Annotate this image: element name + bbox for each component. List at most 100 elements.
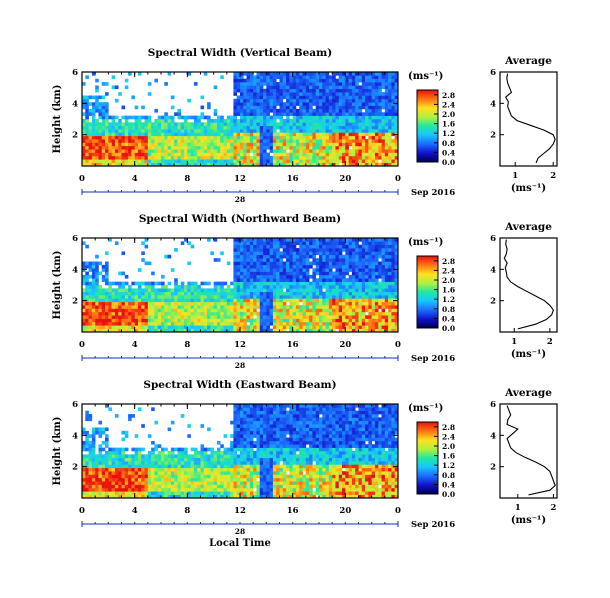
heatmap-cell [118,491,122,495]
heatmap-cell [345,308,349,313]
heatmap-cell [315,248,320,252]
heatmap-cell [111,305,116,309]
heatmap-cell [243,95,247,100]
heatmap-cell [85,125,89,130]
heatmap-cell [289,268,293,272]
heatmap-cell [114,414,119,418]
heatmap-cell [328,295,333,299]
heatmap-cell [111,75,116,80]
heatmap-cell [361,142,366,147]
heatmap-cell [144,474,149,479]
heatmap-cell [299,142,303,147]
heatmap-cell [312,244,317,249]
heatmap-cell [216,291,221,296]
heatmap-cell [309,82,313,86]
heatmap-cell [137,281,142,286]
heatmap-cell [157,129,162,133]
heatmap-cell [381,102,386,106]
heatmap-cell [216,139,221,143]
heatmap-cell [240,72,244,76]
heatmap-cell [374,149,379,153]
heatmap-cell [167,454,172,459]
heatmap-cell [128,72,132,76]
heatmap-cell [295,318,300,323]
heatmap-cell [137,325,142,329]
heatmap-cell [180,125,185,130]
heatmap-cell [134,451,139,455]
heatmap-cell [342,291,346,296]
heatmap-cell [233,308,238,313]
heatmap-cell [292,325,297,329]
heatmap-cell [391,78,396,83]
heatmap-cell [358,142,363,147]
heatmap-cell [286,112,290,116]
heatmap-cell [394,139,399,143]
heatmap-cell [371,285,376,289]
heatmap-cell [365,155,369,160]
heatmap-cell [256,321,261,326]
heatmap-cell [381,135,386,140]
heatmap-cell [374,75,379,80]
heatmap-cell [131,318,135,323]
heatmap-cell [108,159,112,163]
heatmap-cell [187,241,191,246]
heatmap-cell [276,135,280,140]
heatmap-cell [134,129,139,133]
heatmap-cell [368,92,372,96]
heatmap-cell [233,278,238,282]
heatmap-cell [365,305,369,309]
heatmap-cell [101,82,106,86]
heatmap-cell [378,325,382,329]
heatmap-cell [391,129,396,133]
heatmap-cell [335,102,340,106]
heatmap-cell [105,142,109,147]
heatmap-cell [157,291,162,296]
heatmap-cell [114,461,119,465]
heatmap-cell [263,112,267,116]
heatmap-cell [85,440,89,445]
heatmap-cell [233,112,238,116]
heatmap-cell [220,132,224,137]
heatmap-cell [345,122,349,127]
heatmap-cell [147,145,152,150]
heatmap-cell [391,122,396,127]
heatmap-cell [322,278,326,282]
heatmap-cell [137,407,142,412]
heatmap-cell [312,108,317,113]
heatmap-cell [374,119,379,123]
heatmap-cell [371,98,376,103]
heatmap-cell [365,301,369,306]
heatmap-cell [246,268,251,272]
heatmap-cell [368,108,372,113]
heatmap-cell [121,311,126,316]
heatmap-cell [263,98,267,103]
heatmap-cell [322,321,326,326]
heatmap-cell [269,254,274,259]
heatmap-cell [322,78,326,83]
heatmap-cell [289,119,293,123]
heatmap-cells [82,404,399,499]
heatmap-cell [85,285,89,289]
heatmap-cell [289,281,293,286]
heatmap-cell [263,268,267,272]
heatmap-cell [378,139,382,143]
heatmap-cell [312,298,317,303]
heatmap-cell [272,129,277,133]
heatmap-cell [348,315,353,319]
heatmap-cell [118,457,122,462]
heatmap-cell [118,295,122,299]
heatmap-cell [213,295,218,299]
heatmap-cell [378,112,382,116]
heatmap-cell [144,142,149,147]
heatmap-cell [338,305,343,309]
heatmap-cell [137,451,142,455]
heatmap-cell [137,494,142,499]
heatmap-cell [351,278,356,282]
heatmap-cell [312,261,317,266]
heatmap-cell [184,295,188,299]
heatmap-cell [394,271,399,276]
heatmap-cell [319,315,323,319]
heatmap-cell [108,451,112,455]
heatmap-cell [128,311,132,316]
heatmap-cell [312,251,317,256]
